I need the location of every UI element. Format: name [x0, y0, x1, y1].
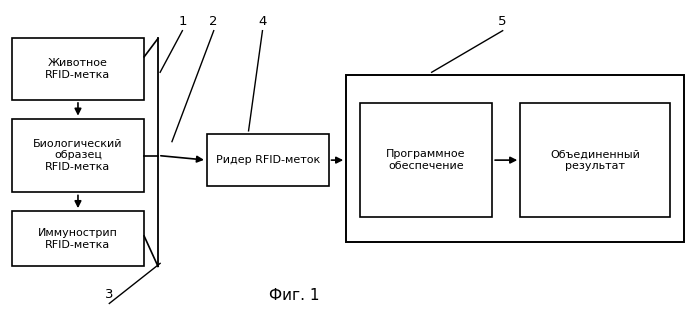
Text: Ридер RFID-меток: Ридер RFID-меток	[215, 155, 320, 165]
Bar	[12, 211, 144, 267]
Text: Фиг. 1: Фиг. 1	[268, 288, 319, 304]
Text: 5: 5	[498, 15, 507, 28]
Text: 1: 1	[178, 15, 187, 28]
Text: 4: 4	[259, 15, 266, 28]
Text: 2: 2	[210, 15, 218, 28]
Text: Биологический
образец
RFID-метка: Биологический образец RFID-метка	[34, 139, 123, 172]
Bar	[12, 38, 144, 100]
Text: Иммунострип
RFID-метка: Иммунострип RFID-метка	[38, 228, 118, 249]
Bar	[360, 103, 492, 217]
Text: Животное
RFID-метка: Животное RFID-метка	[45, 58, 110, 80]
Bar	[346, 75, 684, 242]
Bar	[207, 134, 329, 186]
Bar	[520, 103, 670, 217]
Text: 3: 3	[105, 288, 113, 301]
Bar	[12, 118, 144, 193]
Text: Объединенный
результат: Объединенный результат	[550, 149, 640, 171]
Text: Программное
обеспечение: Программное обеспечение	[387, 149, 466, 171]
